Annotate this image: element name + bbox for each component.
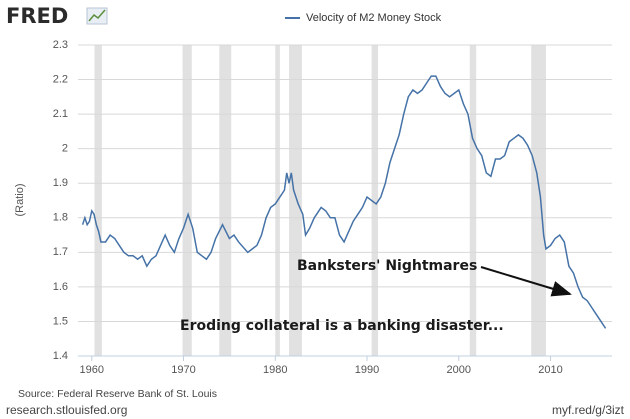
y-tick-label: 1.7 (53, 246, 68, 258)
x-tick-label: 1960 (80, 364, 104, 376)
y-tick-label: 1.9 (53, 177, 68, 189)
recession-band (182, 45, 192, 356)
x-tick-label: 1970 (171, 364, 195, 376)
y-tick-label: 2 (62, 143, 68, 155)
logo: FRED (6, 4, 68, 28)
x-tick-label: 2000 (447, 364, 471, 376)
y-tick-label: 1.5 (53, 315, 68, 327)
y-axis-label: (Ratio) (14, 183, 26, 216)
y-tick-label: 1.8 (53, 212, 68, 224)
x-tick-label: 1980 (263, 364, 287, 376)
y-tick-label: 2.3 (53, 39, 68, 51)
arrow (480, 266, 572, 297)
y-tick-label: 2.2 (53, 73, 68, 85)
annotation: Eroding collateral is a banking disaster… (180, 318, 504, 334)
source: Source: Federal Reserve Bank of St. Loui… (18, 388, 217, 400)
y-tick-label: 1.6 (53, 281, 68, 293)
footer-right: myf.red/g/3izt (552, 403, 625, 417)
recession-band (469, 45, 477, 356)
recession-band (531, 45, 546, 356)
y-tick-label: 2.1 (53, 108, 68, 120)
recession-band (219, 45, 232, 356)
recession-band (371, 45, 379, 356)
recession-band (289, 45, 302, 356)
y-tick-label: 1.4 (53, 350, 68, 362)
recession-band (94, 45, 102, 356)
logo-icon (86, 7, 108, 25)
legend-label: Velocity of M2 Money Stock (306, 12, 442, 24)
x-tick-label: 2010 (538, 364, 562, 376)
line (81, 75, 607, 329)
x-tick-label: 1990 (355, 364, 379, 376)
footer-left: research.stlouisfed.org (6, 403, 127, 417)
annotation: Banksters' Nightmares (297, 258, 477, 274)
